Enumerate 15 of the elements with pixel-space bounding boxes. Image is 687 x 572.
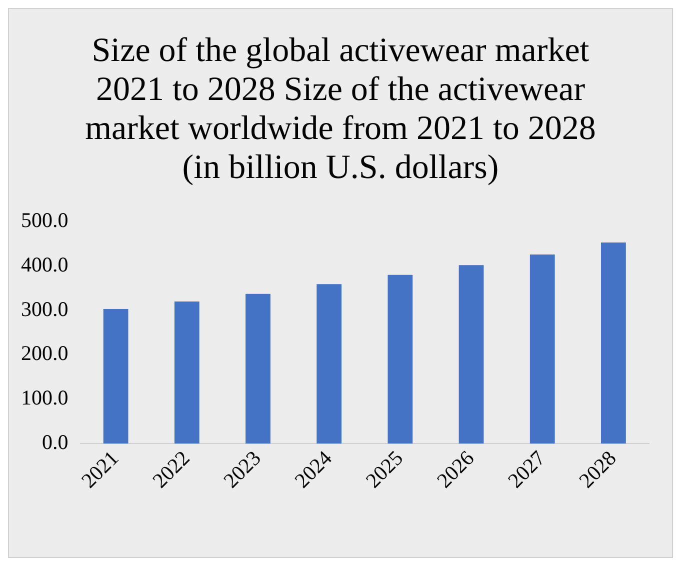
chart-title: Size of the global activewear market 2021 to 2028 Size of the activewear market worldwide from 2021 to 2028 (in billion U.S. dollars) [84, 31, 597, 187]
y-tick-label: 0.0 [42, 430, 68, 454]
y-tick-label: 200.0 [21, 341, 68, 366]
bar [601, 242, 626, 444]
bar [458, 265, 484, 444]
y-tick-label: 500.0 [21, 208, 68, 232]
y-tick-label: 300.0 [21, 296, 68, 321]
bar [246, 294, 270, 444]
bar [103, 309, 128, 444]
bar [530, 254, 555, 444]
bar [388, 274, 413, 444]
y-tick-label: 100.0 [21, 386, 68, 410]
y-tick-label: 400.0 [21, 252, 68, 276]
bar [174, 301, 200, 444]
bar [316, 284, 342, 444]
